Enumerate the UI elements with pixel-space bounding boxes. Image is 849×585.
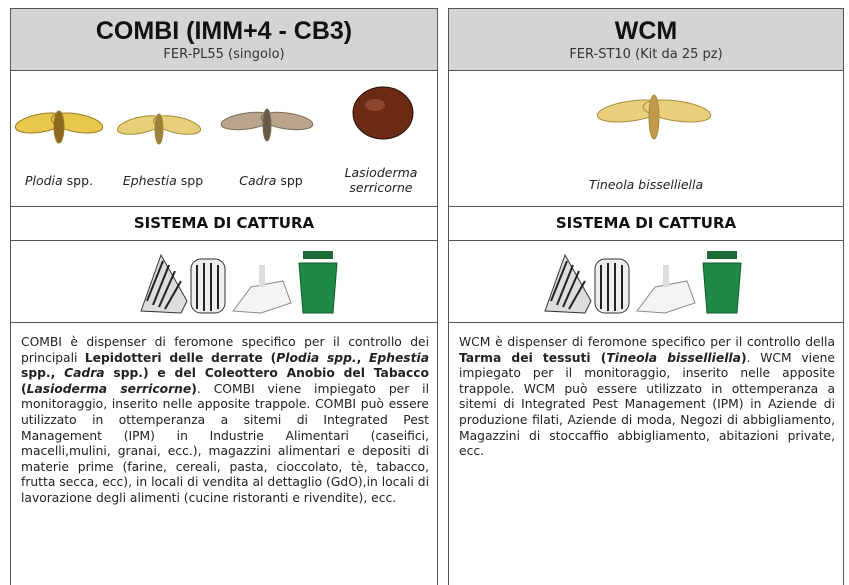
code: FER-PL55 (singolo): [163, 47, 285, 62]
species-caption: Cadra spp: [229, 173, 313, 188]
text: . WCM viene impiegato per il monitoraggi…: [459, 350, 835, 459]
text: Plodia: [24, 173, 63, 188]
species-row: Plodia spp. Ephestia spp Cadra spp Lasio…: [11, 71, 437, 207]
text: Cadra: [64, 366, 105, 381]
header: WCM FER-ST10 (Kit da 25 pz): [449, 9, 843, 71]
header: COMBI (IMM+4 - CB3) FER-PL55 (singolo): [11, 9, 437, 71]
panel: WCM FER-ST10 (Kit da 25 pz) Tineola biss…: [448, 8, 844, 585]
panel: COMBI (IMM+4 - CB3) FER-PL55 (singolo) P…: [10, 8, 438, 585]
text: Cadra: [239, 173, 277, 188]
text: Tarma dei tessuti (: [459, 350, 607, 365]
text: Lepidotteri delle derrate (: [84, 350, 277, 365]
species-row: Tineola bisselliella: [449, 71, 843, 207]
text: Ephestia: [122, 173, 177, 188]
species-caption: Ephestia spp: [121, 173, 205, 188]
description: COMBI è dispenser di feromone specifico …: [21, 335, 429, 507]
species-caption: Plodia spp.: [17, 173, 101, 188]
trap-row: [11, 241, 437, 323]
text: Plodia spp.: [276, 350, 357, 365]
trap-images: [140, 251, 338, 314]
text: ): [191, 381, 197, 396]
text: spp.,: [21, 366, 65, 381]
text: WCM è dispenser di feromone specifico pe…: [459, 335, 835, 349]
text: spp: [176, 173, 204, 188]
section-title: SISTEMA DI CATTURA: [449, 207, 843, 241]
insect-images: [14, 86, 414, 145]
text: spp: [276, 173, 303, 188]
code: FER-ST10 (Kit da 25 pz): [569, 47, 723, 62]
description: WCM è dispenser di feromone specifico pe…: [459, 335, 835, 460]
title: COMBI (IMM+4 - CB3): [95, 17, 353, 45]
text: Lasioderma serricorne: [26, 381, 192, 396]
text: ): [740, 350, 747, 365]
text: Ephestia: [369, 350, 430, 365]
trap-row: [449, 241, 843, 323]
text: spp.) e del Coleottero Anobio del Tabacc…: [21, 366, 429, 396]
insect-images: [596, 94, 712, 140]
text: ,: [356, 350, 369, 365]
text: . COMBI viene impiegato per il monitorag…: [21, 381, 429, 505]
species-caption: Tineola bisselliella: [588, 177, 704, 192]
text: spp.: [62, 173, 94, 188]
species-caption: Lasioderma serricorne: [344, 165, 418, 195]
text: Tineola bisselliella: [606, 350, 741, 365]
text: COMBI è dispenser di feromone specifico …: [21, 335, 429, 365]
trap-images: [544, 251, 742, 314]
section-title: SISTEMA DI CATTURA: [11, 207, 437, 241]
title: WCM: [614, 17, 678, 45]
